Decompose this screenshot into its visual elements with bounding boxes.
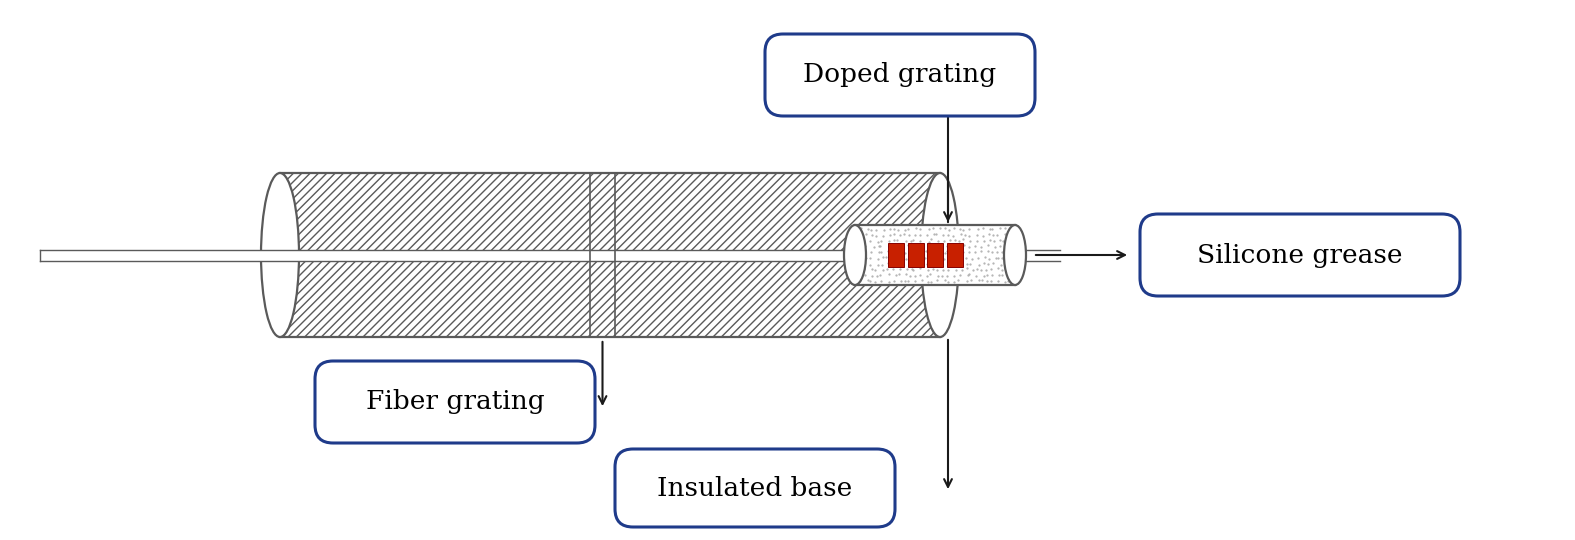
Text: Fiber grating: Fiber grating [365,389,545,415]
Ellipse shape [261,173,299,337]
Text: Silicone grease: Silicone grease [1197,242,1403,267]
FancyBboxPatch shape [1140,214,1460,296]
FancyBboxPatch shape [614,449,895,527]
FancyBboxPatch shape [315,361,595,443]
Bar [39,249,1065,260]
Ellipse shape [844,225,866,285]
Polygon shape [855,225,1014,285]
Ellipse shape [921,173,959,337]
Bar [888,243,904,267]
Bar [907,243,923,267]
Bar [947,243,962,267]
Bar [928,243,943,267]
FancyBboxPatch shape [765,34,1035,116]
Polygon shape [280,173,940,337]
Ellipse shape [1003,225,1025,285]
Text: Doped grating: Doped grating [803,63,997,87]
Text: Insulated base: Insulated base [657,476,852,501]
